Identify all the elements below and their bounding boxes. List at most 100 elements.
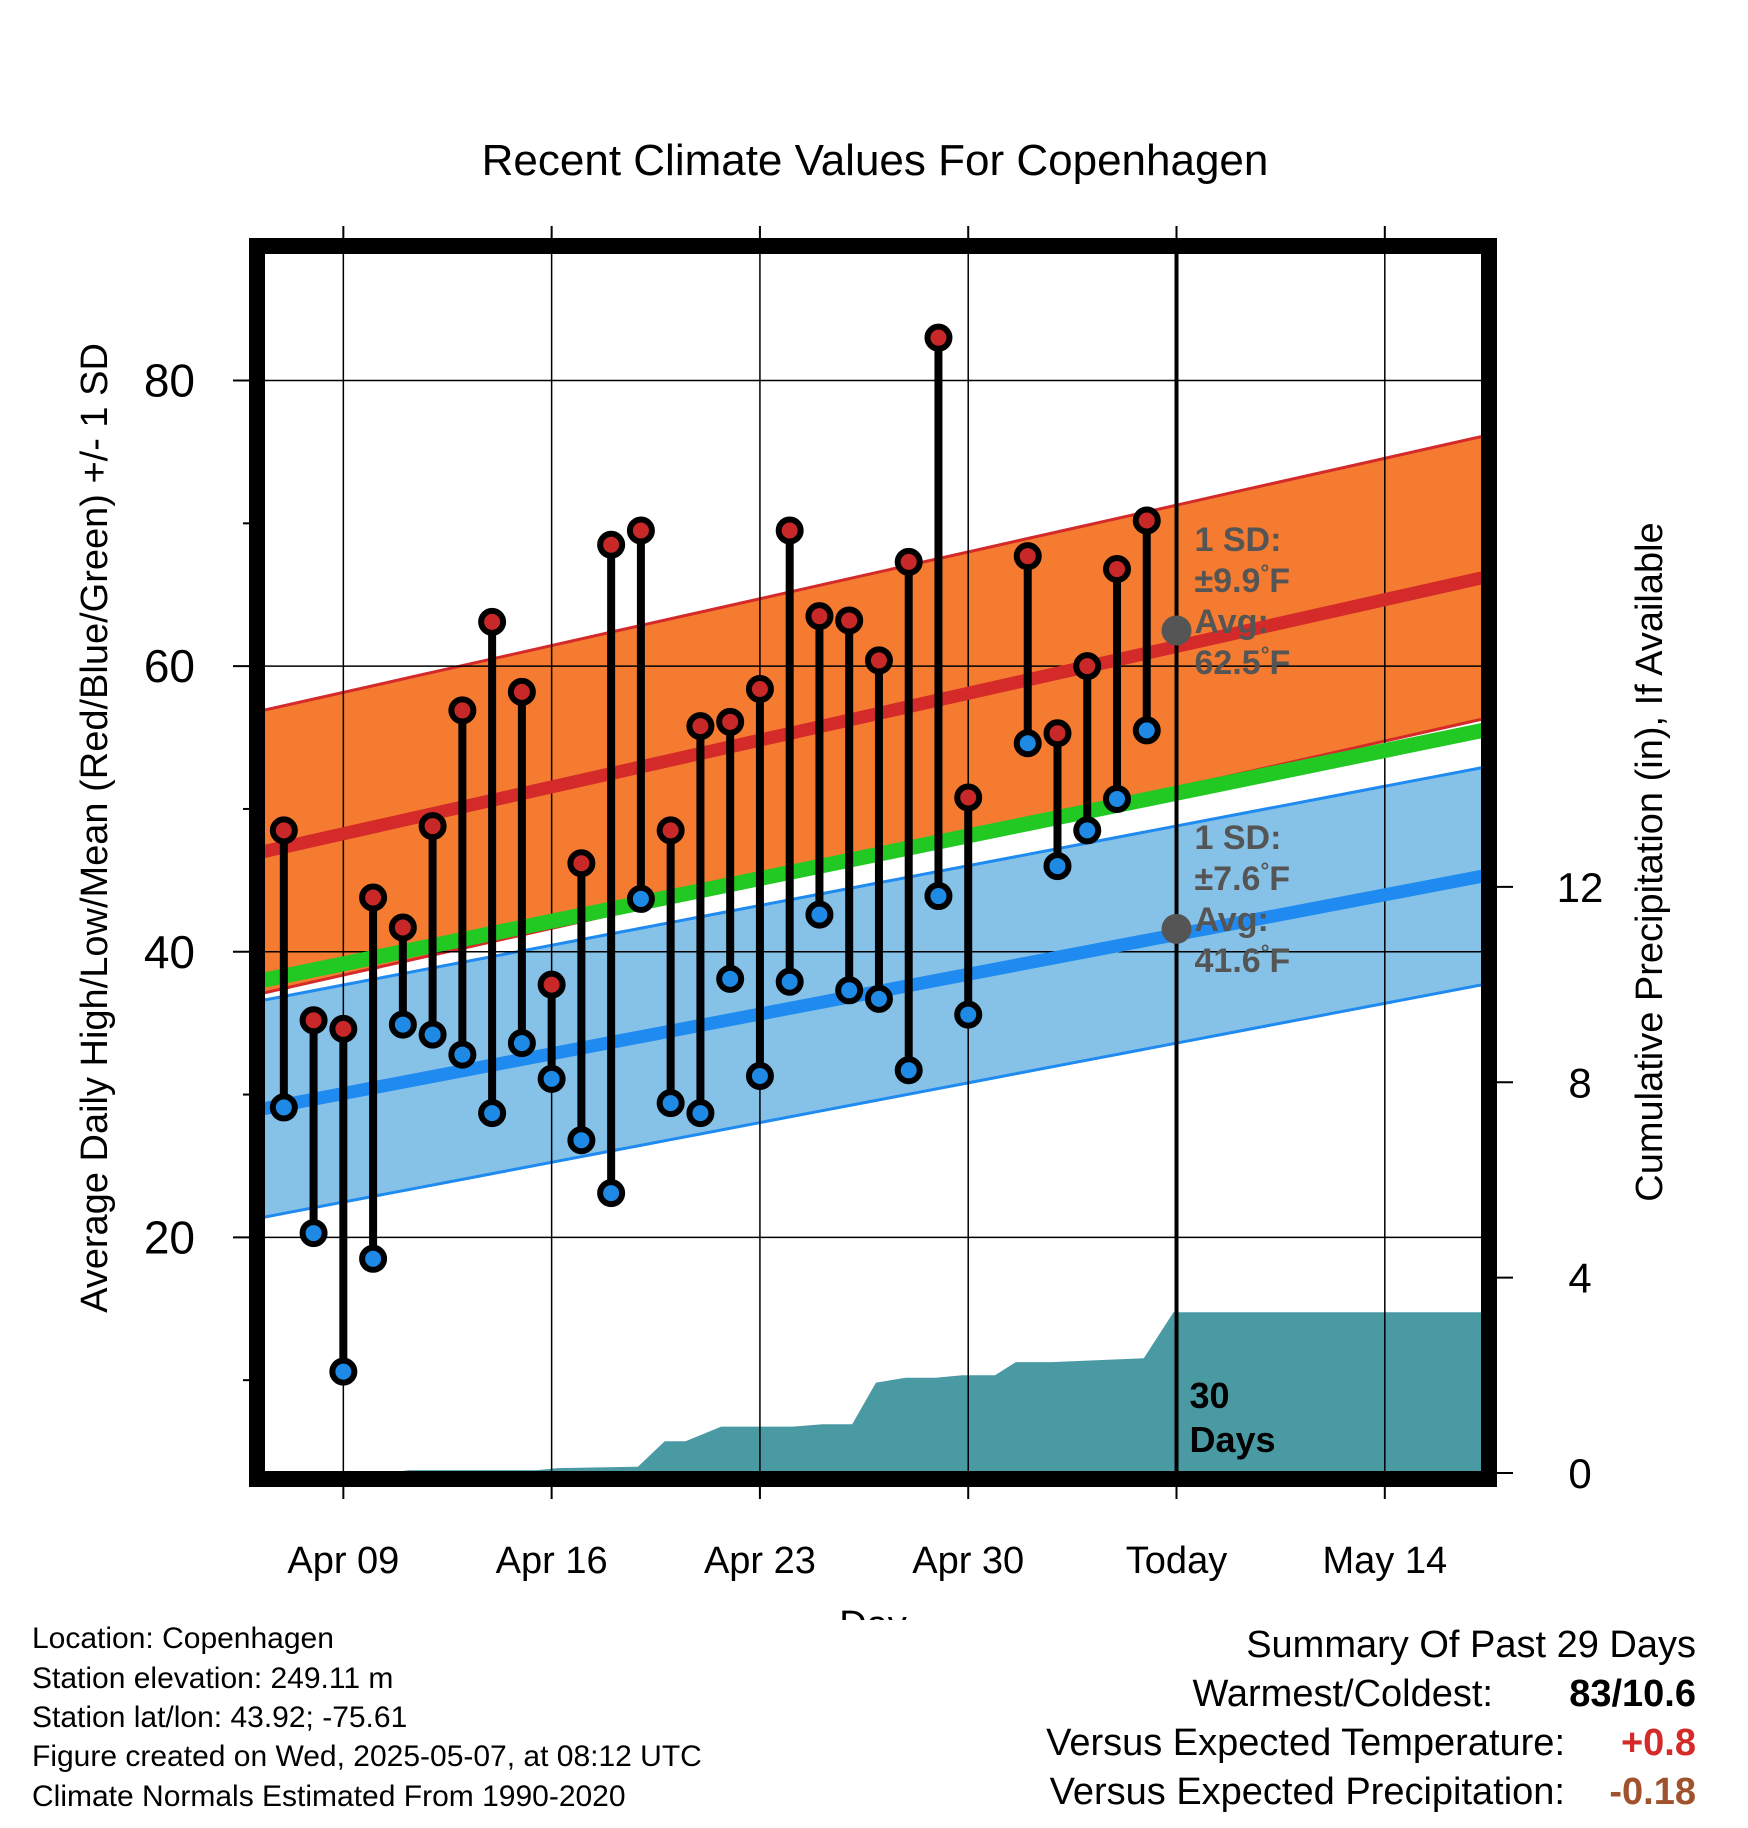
y-tick-label-right: 8 — [1568, 1059, 1591, 1106]
daily-low-point — [954, 1000, 983, 1029]
daily-high-point — [567, 849, 596, 878]
daily-high-point — [597, 530, 626, 559]
y-tick-label-left: 20 — [144, 1211, 195, 1263]
daily-low-point — [686, 1099, 715, 1128]
x-axis-label: Day — [839, 1604, 907, 1620]
daily-high-point — [805, 602, 834, 631]
daily-high-point — [388, 913, 417, 942]
daily-high-point — [626, 516, 655, 545]
days-label-text: Days — [1190, 1419, 1276, 1460]
high-sd-annotation-line: ±9.9°F — [1195, 560, 1291, 600]
y-axis-label-right: Cumulative Precipitation (in), If Availa… — [1629, 522, 1671, 1201]
summary-precip-label: Versus Expected Precipitation: — [1049, 1771, 1565, 1813]
summary-temp-value: +0.8 — [1620, 1722, 1696, 1764]
daily-low-point — [329, 1357, 358, 1386]
low-sd-lower-edge — [263, 983, 1483, 1219]
summary-temp-label: Versus Expected Temperature: — [1046, 1722, 1565, 1764]
daily-high-point — [924, 323, 953, 352]
daily-low-point — [1132, 716, 1161, 745]
summary-warmest-label: Warmest/Coldest: — [1192, 1673, 1493, 1715]
low-sd-annotation-line: 1 SD: — [1195, 819, 1282, 857]
high-sd-annotation-line: Avg: — [1195, 603, 1269, 641]
daily-high-point — [1103, 555, 1131, 584]
x-tick-label: Apr 09 — [287, 1540, 399, 1582]
daily-low-point — [478, 1099, 507, 1128]
daily-low-point — [448, 1040, 477, 1069]
daily-high-point — [1013, 542, 1042, 571]
daily-high-point — [299, 1006, 328, 1035]
high-sd-annotation-line: 1 SD: — [1195, 521, 1282, 559]
daily-high-point — [656, 816, 685, 845]
daily-high-point — [1132, 506, 1161, 535]
daily-high-point — [359, 883, 388, 912]
daily-high-point — [269, 816, 298, 845]
daily-low-point — [597, 1179, 626, 1208]
daily-low-point — [269, 1093, 298, 1122]
daily-low-point — [924, 882, 953, 911]
x-tick-label: Apr 16 — [496, 1540, 608, 1582]
precipitation-area — [263, 1312, 1483, 1473]
low-sd-annotation-line: Avg: — [1195, 901, 1269, 939]
daily-high-point — [894, 547, 923, 576]
days-label-number: 30 — [1190, 1375, 1230, 1416]
high-sd-annotation-line: 62.5°F — [1195, 642, 1291, 682]
summary-warmest-value: 83/10.6 — [1569, 1673, 1696, 1715]
daily-low-point — [1073, 816, 1102, 845]
low-sd-annotation-line: ±7.6°F — [1195, 858, 1291, 898]
daily-high-point — [418, 812, 447, 841]
daily-low-point — [835, 976, 864, 1005]
daily-low-point — [775, 967, 804, 996]
low-avg-marker — [1161, 913, 1192, 944]
daily-high-point — [775, 516, 804, 545]
y-tick-label-left: 80 — [144, 355, 195, 407]
daily-low-point — [626, 884, 655, 913]
daily-low-point — [359, 1244, 388, 1273]
daily-low-point — [537, 1064, 566, 1093]
daily-high-point — [716, 707, 745, 736]
summary-title: Summary Of Past 29 Days — [1246, 1624, 1696, 1666]
info-elevation: Station elevation: 249.11 m — [32, 1662, 394, 1695]
high-avg-marker — [1161, 615, 1192, 646]
info-created: Figure created on Wed, 2025-05-07, at 08… — [32, 1740, 702, 1773]
daily-high-point — [329, 1014, 358, 1043]
daily-high-point — [448, 696, 477, 725]
y-axis-label-left: Average Daily High/Low/Mean (Red/Blue/Gr… — [74, 343, 116, 1313]
daily-high-point — [537, 970, 566, 999]
daily-low-point — [388, 1010, 417, 1039]
climate-chart: Recent Climate Values For Copenhagen 1 SD… — [74, 136, 1671, 1620]
daily-low-point — [507, 1029, 536, 1058]
chart-title: Recent Climate Values For Copenhagen — [482, 136, 1269, 185]
info-normals: Climate Normals Estimated From 1990-2020 — [32, 1780, 626, 1813]
daily-high-point — [507, 677, 536, 706]
daily-low-point — [1103, 784, 1131, 813]
daily-high-point — [835, 606, 864, 635]
plot-area — [263, 252, 1483, 1473]
info-location: Location: Copenhagen — [32, 1622, 334, 1655]
plot-frame — [249, 238, 1497, 1487]
daily-low-point — [656, 1089, 685, 1118]
y-tick-label-left: 40 — [144, 926, 195, 978]
daily-high-point — [686, 712, 715, 741]
daily-low-point — [418, 1020, 447, 1049]
daily-high-point — [478, 607, 507, 636]
daily-high-point — [1043, 719, 1072, 748]
y-tick-label-right: 12 — [1557, 864, 1604, 911]
daily-low-point — [864, 984, 893, 1013]
daily-low-point — [567, 1126, 596, 1155]
x-tick-label: May 14 — [1322, 1540, 1447, 1582]
daily-low-point — [805, 900, 834, 929]
daily-low-point — [299, 1219, 328, 1248]
daily-low-point — [1043, 852, 1072, 881]
high-sd-upper-edge — [263, 434, 1483, 712]
daily-low-point — [1013, 729, 1042, 758]
info-latlon: Station lat/lon: 43.92; -75.61 — [32, 1701, 408, 1734]
x-tick-label: Apr 30 — [912, 1540, 1024, 1582]
y-tick-label-right: 0 — [1568, 1450, 1591, 1497]
y-tick-label-left: 60 — [144, 640, 195, 692]
daily-low-point — [745, 1061, 774, 1090]
x-tick-label: Today — [1126, 1540, 1227, 1582]
daily-high-point — [954, 783, 983, 812]
daily-low-point — [716, 964, 745, 993]
daily-high-point — [1073, 652, 1102, 681]
daily-high-point — [864, 646, 893, 675]
